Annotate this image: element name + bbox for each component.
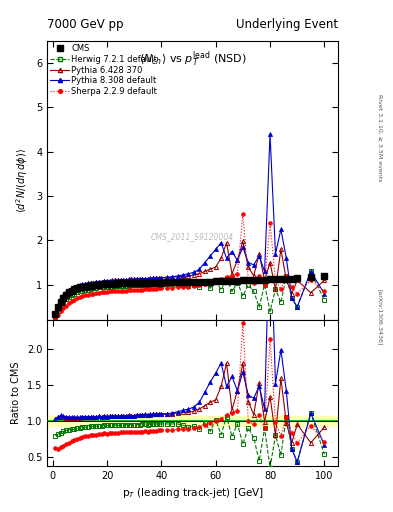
Text: 7000 GeV pp: 7000 GeV pp: [47, 18, 124, 31]
Y-axis label: Ratio to CMS: Ratio to CMS: [11, 362, 21, 424]
Text: CMS_2011_S9120004: CMS_2011_S9120004: [151, 232, 234, 241]
Text: $\langle N_{ch}\rangle$ vs $p_T^{\rm lead}$ (NSD): $\langle N_{ch}\rangle$ vs $p_T^{\rm lea…: [139, 49, 246, 69]
Text: Underlying Event: Underlying Event: [236, 18, 338, 31]
X-axis label: p$_T$ (leading track-jet) [GeV]: p$_T$ (leading track-jet) [GeV]: [121, 486, 264, 500]
Y-axis label: $\langle d^2 N/(d\eta\,d\phi)\rangle$: $\langle d^2 N/(d\eta\,d\phi)\rangle$: [15, 148, 31, 213]
Legend: CMS, Herwig 7.2.1 default, Pythia 6.428 370, Pythia 8.308 default, Sherpa 2.2.9 : CMS, Herwig 7.2.1 default, Pythia 6.428 …: [50, 44, 158, 97]
Bar: [47, 416, 338, 426]
Text: Rivet 3.1.10, ≥ 3.5M events: Rivet 3.1.10, ≥ 3.5M events: [377, 95, 382, 182]
Text: [arXiv:1306.3436]: [arXiv:1306.3436]: [377, 289, 382, 346]
